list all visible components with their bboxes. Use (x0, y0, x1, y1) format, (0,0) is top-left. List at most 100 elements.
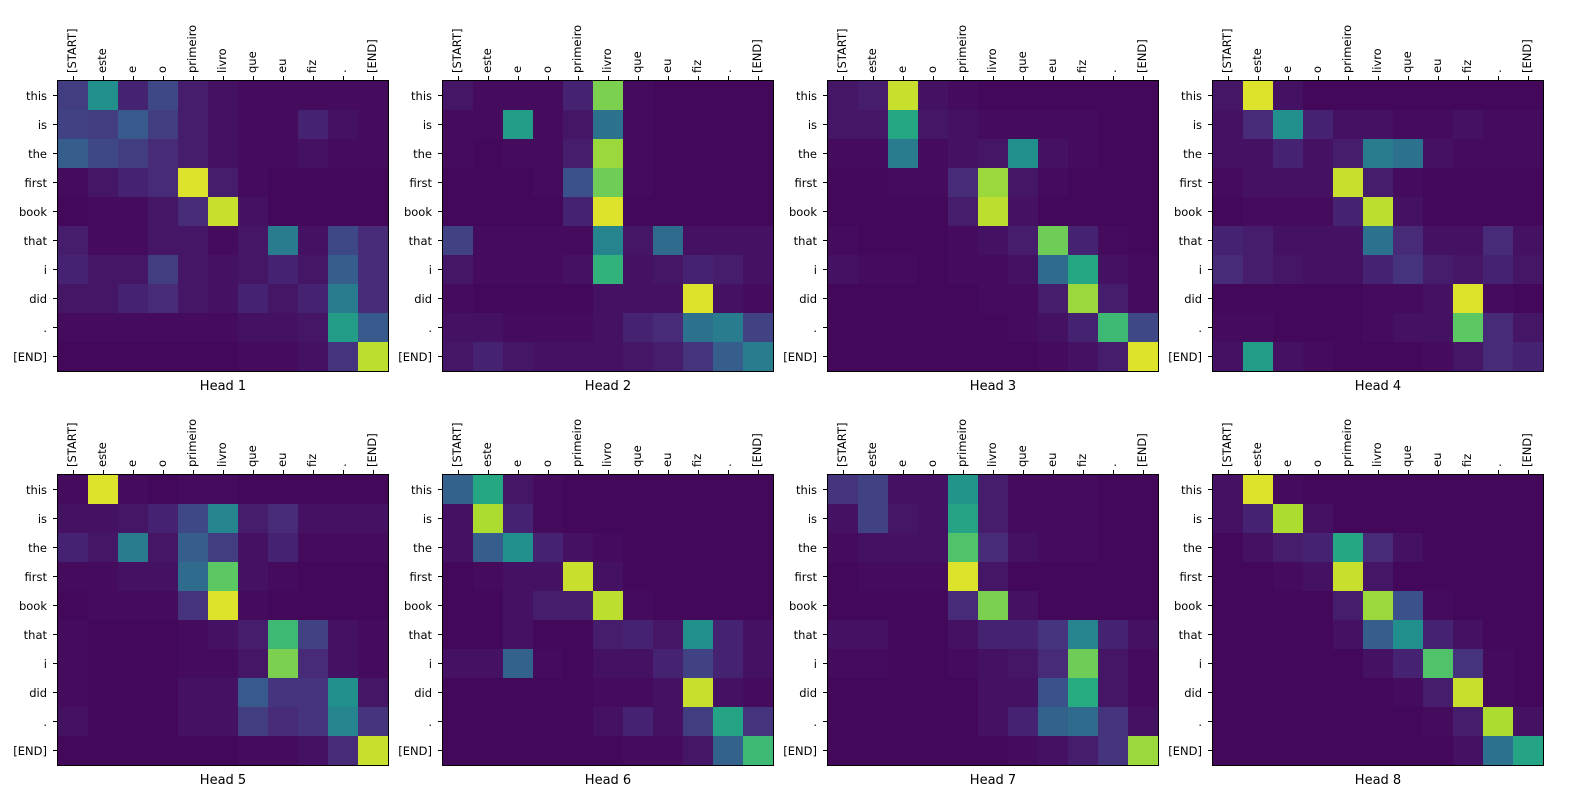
heatmap-cell (563, 255, 593, 284)
y-tick: [END] (5, 736, 57, 765)
heatmap-cell (683, 736, 713, 765)
heatmap-cell (1423, 562, 1453, 591)
heatmap-cell (1213, 284, 1243, 313)
heatmap-cell (888, 139, 918, 168)
heatmap-cell (208, 313, 238, 342)
heatmap-cell (1303, 475, 1333, 504)
heatmap-cell (593, 707, 623, 736)
heatmap-cell (683, 342, 713, 371)
y-tick: the (5, 533, 57, 562)
heatmap-cell (828, 81, 858, 110)
heatmap-cell (533, 504, 563, 533)
y-tick-mark (53, 124, 57, 125)
y-tick: i (1160, 649, 1212, 678)
heatmap-cell (358, 678, 388, 707)
heatmap-cell (1483, 736, 1513, 765)
heatmap-cell (1393, 707, 1423, 736)
heatmap-cell (1303, 342, 1333, 371)
heatmap-cell (88, 342, 118, 371)
heatmap-cell (1453, 342, 1483, 371)
heatmap-cell (948, 678, 978, 707)
heatmap-cell (563, 649, 593, 678)
x-tick: primeiro (178, 400, 208, 474)
heatmap-cell (268, 284, 298, 313)
x-tick-mark (1318, 76, 1319, 80)
heatmap-cell (1423, 678, 1453, 707)
heatmap-cell (1098, 197, 1128, 226)
heatmap-cell (358, 342, 388, 371)
heatmap-cell (298, 81, 328, 110)
y-tick-mark (823, 356, 827, 357)
heatmap-cell (443, 707, 473, 736)
heatmap-cell (1303, 707, 1333, 736)
heatmap-cell (1068, 620, 1098, 649)
y-tick-mark (438, 95, 442, 96)
heatmap-cell (1213, 110, 1243, 139)
x-tick: que (1008, 6, 1038, 80)
heatmap-cell (743, 313, 773, 342)
heatmap-cell (828, 475, 858, 504)
y-tick-mark (823, 518, 827, 519)
heatmap-cell (1393, 475, 1423, 504)
x-tick: [START] (1213, 400, 1243, 474)
y-tick-mark (53, 692, 57, 693)
x-tick-label: e (125, 65, 139, 73)
y-tick: [END] (390, 342, 442, 371)
heatmap-cell (148, 533, 178, 562)
y-tick: that (775, 226, 827, 255)
heatmap-cell (1303, 678, 1333, 707)
x-tick-label: [END] (750, 39, 764, 73)
x-tick-label: que (1400, 51, 1414, 73)
heatmap-cell (1423, 255, 1453, 284)
heatmap-cell (1363, 284, 1393, 313)
x-tick-label: fiz (1460, 453, 1474, 467)
x-tick-mark (1288, 76, 1289, 80)
y-tick-label: that (408, 233, 432, 248)
heatmap-cell (888, 313, 918, 342)
heatmap-cell (1008, 736, 1038, 765)
heatmap-cell (1363, 562, 1393, 591)
heatmap-cell (888, 562, 918, 591)
y-tick-label: that (23, 627, 47, 642)
heatmap-cell (623, 736, 653, 765)
axes-corner (1160, 400, 1212, 474)
y-tick-mark (823, 240, 827, 241)
heatmap-cell (1068, 197, 1098, 226)
heatmap-cell (653, 649, 683, 678)
heatmap-cell (1068, 342, 1098, 371)
heatmap-cell (743, 533, 773, 562)
heatmap-cell (653, 342, 683, 371)
heatmap-cell (743, 342, 773, 371)
y-tick: this (5, 81, 57, 110)
y-tick-label: [END] (783, 349, 817, 364)
heatmap-cell (208, 736, 238, 765)
x-tick: o (1303, 6, 1333, 80)
heatmap-cell (358, 255, 388, 284)
y-tick-label: did (1184, 291, 1202, 306)
heatmap-cell (1513, 533, 1543, 562)
x-tick-mark (373, 470, 374, 474)
heatmap-cell (118, 255, 148, 284)
heatmap-cell (563, 197, 593, 226)
y-tick-label: this (1181, 88, 1202, 103)
heatmap-cell (593, 313, 623, 342)
heatmap-cell (1038, 591, 1068, 620)
heatmap-cell (713, 620, 743, 649)
y-tick-mark (1208, 356, 1212, 357)
y-tick-label: did (1184, 685, 1202, 700)
y-tick-label: is (422, 117, 432, 132)
heatmap-cell (118, 562, 148, 591)
y-tick: i (390, 649, 442, 678)
x-tick: . (1098, 6, 1128, 80)
x-tick-label: primeiro (185, 418, 199, 467)
x-tick: este (858, 6, 888, 80)
heatmap-cell (1213, 168, 1243, 197)
heatmap-cell (1243, 678, 1273, 707)
heatmap-cell (118, 620, 148, 649)
heatmap-cell (1303, 226, 1333, 255)
heatmap-cell (1038, 81, 1068, 110)
heatmap-cell (503, 533, 533, 562)
heatmap-cell (1273, 168, 1303, 197)
x-tick: [START] (1213, 6, 1243, 80)
y-tick: . (775, 313, 827, 342)
